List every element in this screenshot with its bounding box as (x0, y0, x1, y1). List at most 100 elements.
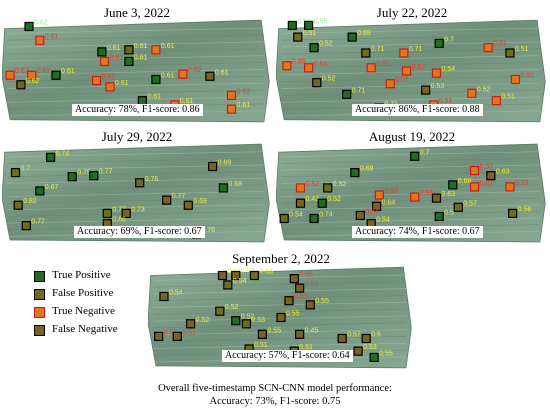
plot-marker-tp: 0.7 (434, 36, 454, 49)
plot-marker-tn: 0.61 (35, 33, 59, 45)
panel-july29: July 29, 2022 0.74 0.7 0.75 0.77 0.76 0.69 0.6… (2, 130, 272, 244)
field-map: 0.62 0.61 0.61 0.61 0.61 0.61 0.61 0.62 0.62 0.61… (2, 18, 272, 124)
marker-square (448, 180, 458, 190)
marker-square (10, 168, 21, 178)
marker-square (231, 270, 241, 281)
plot-marker-tn: 0.54 (431, 66, 455, 78)
marker-square (102, 208, 112, 219)
marker-score: 0.85 (292, 59, 306, 66)
plot-marker-fn: 0.77 (162, 193, 185, 205)
marker-score: 0.55 (294, 294, 308, 301)
marker-score: 0.54 (441, 66, 455, 73)
marker-square (399, 48, 409, 58)
marker-score: 0.57 (463, 200, 477, 207)
crop-row (281, 211, 540, 217)
marker-score: 0.51 (493, 41, 507, 48)
plot-marker-fn: 0.53 (353, 344, 377, 356)
marker-score: 0.66 (458, 178, 472, 185)
marker-score: 0.61 (110, 54, 124, 61)
panel-date: September 2, 2022 (232, 251, 330, 266)
july22-metrics: Accuracy: 86%, F1-score: 0.88 (352, 104, 483, 116)
marker-score: 0.63 (496, 169, 510, 176)
marker-score: 0.53 (363, 344, 377, 351)
marker-score: 0.55 (314, 18, 328, 25)
marker-score: 0.54 (365, 208, 379, 215)
marker-square (121, 208, 131, 219)
plot-marker-tp: 0.67 (35, 184, 59, 196)
crop-row (7, 41, 264, 48)
crop-row (7, 164, 264, 171)
marker-square (24, 21, 34, 32)
plot-marker-tn: 0.53 (374, 188, 398, 200)
marker-square (45, 152, 56, 162)
crop-row (7, 96, 264, 103)
marker-square (309, 213, 319, 224)
plot-marker-tn: 0.52 (467, 86, 491, 98)
crop-row (153, 322, 407, 329)
plot-marker-fn: 0.51 (172, 329, 196, 342)
marker-score: 0.61 (180, 98, 194, 105)
plot-marker-tp: 0.52 (231, 314, 255, 326)
marker-score: 0.63 (259, 269, 273, 276)
plot-marker-fp: 0.57 (453, 200, 477, 212)
plot-marker-fn: 0.63 (431, 191, 455, 203)
marker-score: 0.56 (518, 206, 532, 213)
marker-score: 0.51 (501, 94, 515, 101)
plot-marker-tp: 0.61 (97, 45, 121, 57)
marker-score: 0.5 (444, 209, 454, 216)
plot-marker-tn: 0.51 (366, 61, 390, 73)
marker-square (16, 80, 26, 90)
plot-marker-fn: 0.61 (124, 43, 148, 55)
marker-square (284, 296, 294, 306)
field-map-svg: 0.510.550.510.520.690.850.540.710.710.70… (276, 18, 546, 123)
marker-square (154, 331, 164, 342)
marker-square (97, 47, 107, 57)
field-map-svg: 0.620.610.61 0.61 0.610.61 0.610.62 0.62 0.61… (2, 19, 270, 123)
plot-marker-fp: 0.71 (361, 46, 384, 58)
crop-row (281, 41, 540, 48)
marker-score: 0.62 (37, 68, 51, 75)
legend-swatch (34, 307, 45, 318)
marker-score: 0.54 (289, 212, 303, 219)
plot-marker-tn: 0.51 (483, 41, 507, 53)
marker-square (469, 165, 480, 176)
marker-score: 0.62 (15, 68, 29, 75)
plot-marker-fn: 0.53 (421, 83, 444, 95)
marker-score: 0.61 (107, 45, 121, 52)
plot-marker-tn: 0.85 (282, 59, 306, 71)
marker-score: 0.52 (305, 181, 319, 188)
marker-score: 0.55 (315, 298, 329, 305)
marker-score: 0.52 (477, 86, 491, 93)
marker-square (215, 306, 225, 316)
crop-row (281, 164, 540, 171)
plot-marker-fp: 0.52 (323, 181, 346, 193)
plot-marker-fn: 0.76 (135, 176, 158, 188)
panel-date: July 22, 2022 (376, 5, 448, 20)
plot-marker-tn: 0.52 (295, 181, 319, 193)
plot-marker-tp: 0.61 (124, 54, 148, 67)
marker-score: 0.74 (319, 212, 333, 219)
marker-square (317, 198, 327, 208)
marker-score: 0.55 (286, 311, 300, 318)
marker-score: 0.7 (21, 166, 31, 173)
marker-square (99, 56, 110, 67)
marker-score: 0.51 (515, 46, 529, 53)
marker-square (151, 74, 161, 85)
plot-marker-fp: 0.63 (249, 269, 273, 281)
plot-marker-tp: 0.74 (45, 150, 69, 162)
marker-score: 0.69 (193, 198, 207, 205)
plot-marker-fp: 0.56 (508, 206, 532, 219)
plot-marker-fn: 0.73 (121, 206, 145, 219)
marker-square (293, 32, 303, 42)
marker-square (305, 300, 315, 310)
plot-marker-fp: 0.77 (102, 206, 126, 219)
marker-score: 0.75 (77, 170, 91, 177)
marker-square (353, 346, 363, 356)
marker-square (295, 283, 305, 293)
plot-marker-tn: 0.61 (91, 74, 115, 86)
marker-square (27, 70, 37, 80)
marker-score: 0.71 (352, 87, 366, 94)
plot-marker-tn: 0.62 (27, 68, 51, 80)
crop-row (7, 48, 264, 55)
panel-june3: June 3, 2022 0.62 0.61 0.61 0.61 0.61 0.61 0.6… (2, 6, 272, 124)
